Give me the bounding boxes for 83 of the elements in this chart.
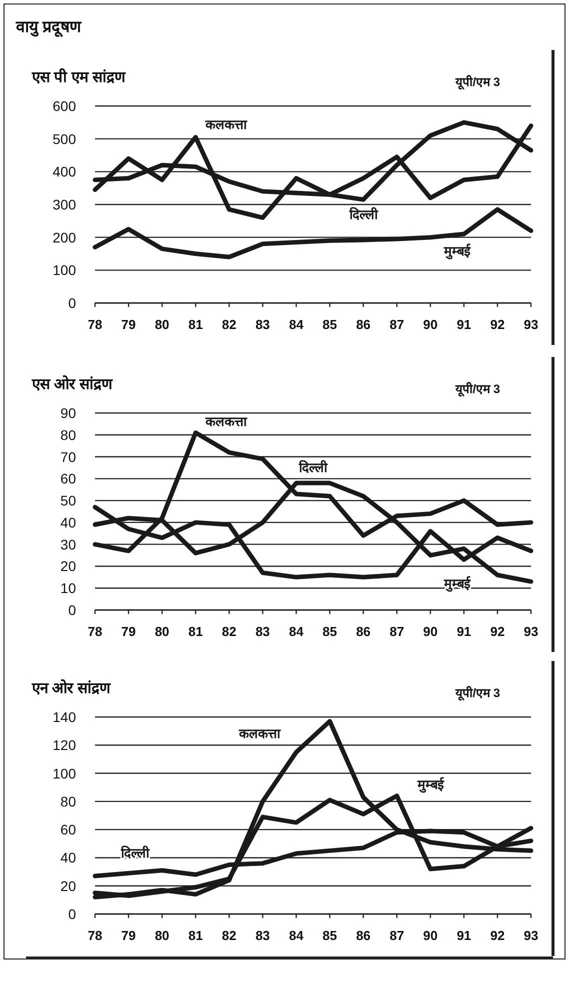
- y-tick-label: 80: [60, 426, 76, 443]
- series-label: कलकत्ता: [204, 116, 248, 132]
- x-tick-label: 85: [322, 317, 338, 332]
- y-tick-label: 0: [68, 602, 76, 618]
- x-tick-label: 81: [188, 317, 203, 332]
- y-tick-label: 140: [52, 709, 76, 725]
- x-tick-label: 83: [255, 624, 270, 639]
- y-tick-label: 40: [60, 850, 76, 866]
- x-tick-label: 93: [524, 624, 538, 639]
- y-tick-label: 10: [60, 580, 76, 596]
- series-label: दिल्ली: [120, 846, 150, 861]
- y-tick-label: 0: [68, 295, 76, 311]
- y-tick-label: 100: [52, 765, 76, 782]
- y-tick-label: 300: [52, 196, 76, 212]
- y-tick-label: 500: [52, 130, 76, 147]
- x-tick-label: 91: [456, 317, 472, 332]
- x-tick-label: 81: [188, 624, 203, 639]
- x-tick-label: 91: [456, 928, 472, 943]
- series-label: कलकत्ता: [204, 414, 248, 430]
- series-label: दिल्ली: [298, 460, 328, 476]
- x-tick-label: 84: [288, 928, 304, 943]
- y-tick-label: 30: [60, 536, 76, 552]
- y-tick-label: 40: [60, 514, 76, 530]
- y-tick-label: 50: [60, 492, 76, 509]
- chart-subtitle: यूपी/एम 3: [454, 382, 500, 397]
- x-tick-label: 86: [356, 624, 371, 639]
- x-tick-label: 83: [255, 317, 270, 332]
- x-tick-label: 90: [423, 317, 438, 332]
- x-tick-label: 79: [121, 624, 136, 639]
- chart-title: एस ओर सांद्रण: [31, 375, 114, 393]
- x-tick-label: 81: [188, 928, 203, 943]
- chart-subtitle: यूपी/एम 3: [454, 686, 500, 701]
- x-tick-label: 80: [154, 624, 170, 639]
- x-tick-label: 78: [88, 624, 102, 639]
- x-tick-label: 80: [154, 928, 170, 943]
- x-tick-label: 87: [390, 317, 404, 332]
- y-tick-label: 120: [52, 737, 76, 754]
- x-tick-label: 92: [490, 928, 505, 943]
- series-label: मुम्बई: [443, 243, 472, 260]
- y-tick-label: 70: [60, 448, 76, 465]
- x-tick-label: 92: [490, 624, 505, 639]
- series-label: मुम्बई: [443, 576, 472, 592]
- chart-subtitle: यूपी/एम 3: [454, 75, 500, 90]
- x-tick-label: 93: [524, 928, 538, 943]
- x-tick-label: 78: [88, 928, 102, 943]
- x-tick-label: 92: [490, 317, 505, 332]
- x-tick-label: 90: [423, 928, 438, 943]
- x-tick-label: 82: [222, 928, 236, 943]
- x-tick-label: 87: [390, 928, 404, 943]
- x-tick-label: 80: [154, 317, 170, 332]
- x-tick-label: 93: [524, 317, 538, 332]
- y-tick-label: 100: [52, 262, 76, 278]
- x-tick-label: 86: [356, 317, 371, 332]
- x-tick-label: 91: [456, 624, 472, 639]
- chart-title: एस पी एम सांद्रण: [31, 68, 126, 86]
- text: वायु प्रदूषण: [15, 19, 82, 38]
- x-tick-label: 84: [288, 624, 304, 639]
- y-tick-label: 0: [68, 906, 76, 922]
- series-label: मुम्बई: [416, 776, 444, 793]
- x-tick-label: 85: [322, 928, 338, 943]
- x-tick-label: 87: [390, 624, 404, 639]
- x-tick-label: 79: [121, 317, 136, 332]
- y-tick-label: 20: [60, 878, 76, 894]
- series-label: कलकत्ता: [238, 726, 281, 742]
- x-tick-label: 82: [222, 317, 236, 332]
- x-tick-label: 84: [288, 317, 304, 332]
- x-tick-label: 82: [222, 624, 236, 639]
- y-tick-label: 80: [60, 793, 76, 810]
- y-tick-label: 400: [52, 164, 76, 180]
- x-tick-label: 85: [322, 624, 338, 639]
- y-tick-label: 60: [60, 822, 76, 838]
- x-tick-label: 79: [121, 928, 136, 943]
- x-tick-label: 78: [88, 317, 102, 332]
- y-tick-label: 90: [60, 405, 76, 421]
- x-tick-label: 83: [255, 928, 270, 943]
- chart-title: एन ओर सांद्रण: [31, 679, 112, 697]
- y-tick-label: 60: [60, 470, 76, 487]
- y-tick-label: 200: [52, 229, 76, 246]
- y-tick-label: 600: [52, 98, 76, 114]
- x-tick-label: 86: [356, 928, 371, 943]
- series-label: दिल्ली: [348, 206, 378, 222]
- y-tick-label: 20: [60, 558, 76, 574]
- x-tick-label: 90: [423, 624, 438, 639]
